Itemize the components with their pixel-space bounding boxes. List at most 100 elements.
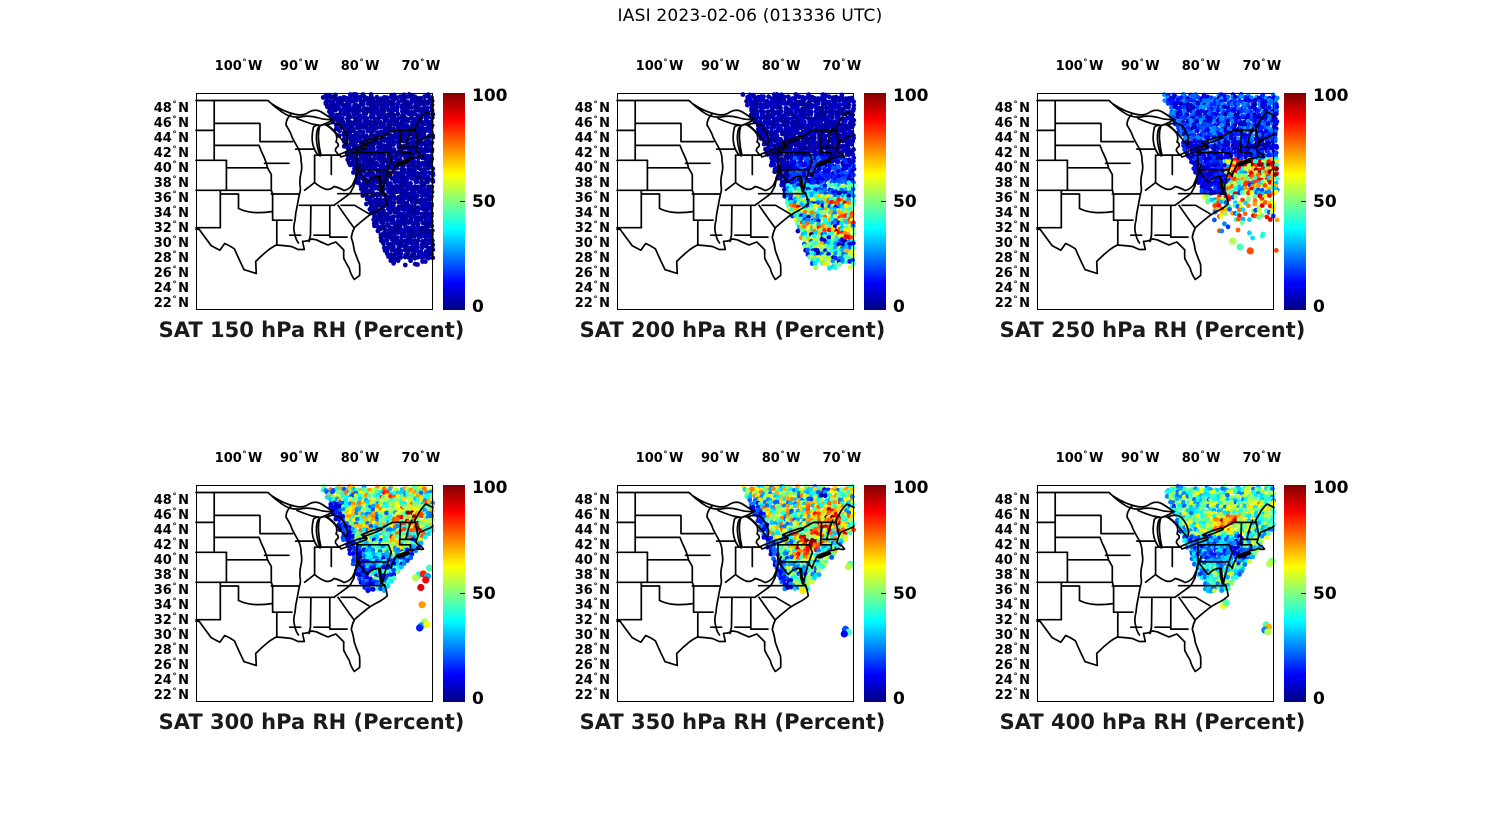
subplot-200hpa: 100° W 90° W 80° W 70° W 48° N 46° N 44° N 42° N 40° N 38°… — [557, 53, 929, 353]
y-tick-label: 32° N — [994, 611, 1030, 628]
colorbar — [443, 485, 465, 702]
map-250hpa — [1036, 92, 1280, 310]
ocean-observation-dot — [1264, 628, 1272, 636]
y-tick-label: 36° N — [574, 189, 610, 206]
colorbar-tick — [881, 592, 886, 594]
colorbar — [443, 93, 465, 310]
subplot-title-250hpa: SAT 250 hPa RH (Percent) — [999, 318, 1306, 342]
map-300hpa — [195, 484, 435, 702]
y-tick-label: 36° N — [153, 189, 189, 206]
subplot-150hpa: 100° W 90° W 80° W 70° W 48° N 46° N 44° N 42° N 40° N 38°… — [136, 53, 508, 353]
x-tick-label: 70° W — [401, 450, 441, 466]
x-tick-label: 90° W — [700, 58, 740, 74]
swath-dots — [741, 484, 857, 638]
y-tick-label: 42° N — [153, 536, 189, 553]
ocean-observation-dot — [1222, 598, 1230, 607]
y-tick-label: 40° N — [574, 551, 610, 568]
y-tick-label: 38° N — [994, 174, 1030, 191]
y-tick-label: 42° N — [574, 536, 610, 553]
y-tick-label: 44° N — [153, 129, 189, 146]
ocean-observation-dot — [1229, 237, 1237, 245]
y-tick-label: 32° N — [574, 219, 610, 236]
y-tick-label: 40° N — [994, 159, 1030, 176]
y-tick-label: 24° N — [153, 279, 189, 296]
x-tick-label: 90° W — [700, 450, 740, 466]
x-tick-label: 80° W — [761, 58, 801, 74]
x-tick-label: 70° W — [1242, 58, 1282, 74]
y-tick-label: 32° N — [574, 611, 610, 628]
y-tick-label: 48° N — [153, 99, 189, 116]
y-tick-label: 40° N — [574, 159, 610, 176]
ocean-observation-dot — [417, 583, 425, 592]
y-tick-label: 36° N — [153, 581, 189, 598]
x-tick-label: 100° W — [1055, 450, 1104, 466]
subplot-350hpa: 100° W 90° W 80° W 70° W 48° N 46° N 44° N 42° N 40° N 38°… — [557, 445, 929, 745]
subplot-title-300hpa: SAT 300 hPa RH (Percent) — [158, 710, 465, 734]
y-tick-label: 40° N — [153, 551, 189, 568]
x-tick-label: 70° W — [401, 58, 441, 74]
y-tick-label: 28° N — [153, 641, 189, 658]
subplot-title-200hpa: SAT 200 hPa RH (Percent) — [579, 318, 886, 342]
colorbar-label: 50 — [893, 583, 917, 604]
x-tick-label: 70° W — [822, 58, 862, 74]
colorbar-label: 0 — [1313, 297, 1325, 317]
y-tick-label: 46° N — [994, 506, 1030, 523]
y-tick-label: 24° N — [153, 671, 189, 688]
colorbar-label: 50 — [1313, 583, 1337, 604]
y-tick-label: 46° N — [153, 114, 189, 131]
map-150hpa — [195, 92, 436, 310]
subplot-300hpa: 100° W 90° W 80° W 70° W 48° N 46° N 44° N 42° N 40° N 38°… — [136, 445, 508, 745]
state-boundaries — [1036, 491, 1275, 673]
colorbar-label: 100 — [472, 86, 508, 106]
y-tick-label: 22° N — [994, 686, 1030, 703]
colorbar-label: 0 — [472, 689, 484, 709]
map-border — [196, 485, 433, 702]
y-tick-label: 36° N — [994, 581, 1030, 598]
y-tick-label: 44° N — [994, 129, 1030, 146]
swath-dots — [1164, 484, 1277, 636]
ocean-observation-dot — [425, 564, 433, 572]
ocean-observation-dot — [1266, 560, 1274, 568]
y-tick-label: 28° N — [574, 641, 610, 658]
colorbar-label: 50 — [1313, 191, 1337, 212]
y-tick-label: 26° N — [994, 656, 1030, 673]
x-tick-label: 100° W — [635, 58, 684, 74]
colorbar-label: 100 — [1313, 478, 1349, 498]
y-tick-label: 32° N — [153, 611, 189, 628]
map-border — [196, 93, 433, 310]
x-tick-label: 80° W — [340, 450, 380, 466]
y-tick-label: 26° N — [153, 656, 189, 673]
colorbar-tick — [460, 592, 465, 594]
y-tick-label: 28° N — [994, 641, 1030, 658]
ocean-observation-dot — [799, 586, 807, 595]
ocean-observation-dot — [844, 563, 853, 571]
map-border — [1037, 93, 1274, 310]
y-tick-label: 28° N — [994, 249, 1030, 266]
map-200hpa — [616, 92, 857, 310]
y-tick-label: 34° N — [574, 204, 610, 221]
x-tick-label: 80° W — [340, 58, 380, 74]
y-tick-label: 48° N — [994, 99, 1030, 116]
x-tick-label: 90° W — [1120, 58, 1160, 74]
y-tick-label: 26° N — [574, 656, 610, 673]
colorbar-tick — [1301, 200, 1306, 202]
colorbar-tick — [881, 200, 886, 202]
y-tick-label: 48° N — [994, 491, 1030, 508]
y-tick-label: 26° N — [994, 264, 1030, 281]
map-350hpa — [616, 484, 857, 702]
y-tick-label: 22° N — [994, 294, 1030, 311]
y-tick-label: 22° N — [574, 294, 610, 311]
y-tick-label: 30° N — [574, 626, 610, 643]
map-400hpa — [1036, 484, 1277, 702]
ocean-observation-dot — [1236, 243, 1244, 251]
y-tick-label: 22° N — [574, 686, 610, 703]
y-tick-label: 26° N — [153, 264, 189, 281]
colorbar-label: 50 — [893, 191, 917, 212]
colorbar — [864, 93, 886, 310]
x-tick-label: 70° W — [822, 450, 862, 466]
y-tick-label: 42° N — [994, 536, 1030, 553]
y-tick-label: 46° N — [574, 506, 610, 523]
y-tick-label: 44° N — [994, 521, 1030, 538]
colorbar-label: 100 — [893, 86, 929, 106]
map-border — [1037, 485, 1274, 702]
